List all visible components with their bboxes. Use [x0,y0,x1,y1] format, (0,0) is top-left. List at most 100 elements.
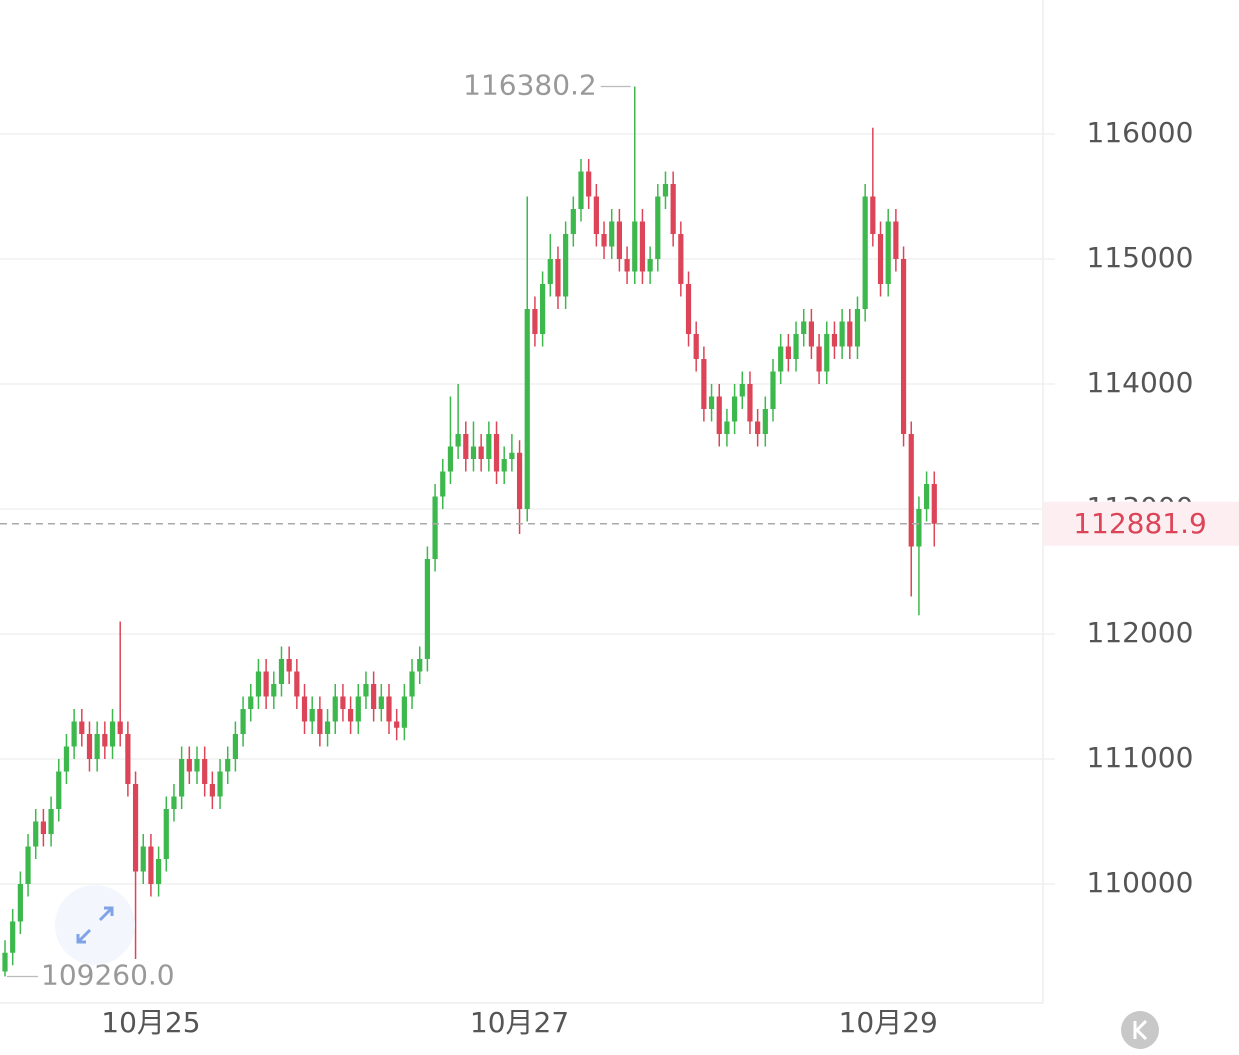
candle-body [831,334,838,347]
candle-body [194,759,200,772]
candle-body [348,709,354,722]
candle-body [286,659,292,672]
candle-body [440,471,446,497]
candle-body [493,434,500,472]
candle-body [593,196,599,234]
candle-body [601,234,607,247]
candle-body [225,759,231,772]
x-tick-label: 10月29 [839,1006,938,1039]
candle-body [801,321,807,334]
candle-body [824,334,830,372]
candle-body [862,196,868,309]
candle-body [324,721,331,734]
candle-body [778,346,784,372]
high-annotation: 116380.2 [463,68,597,101]
candle-body [317,709,323,734]
candle-body [240,709,246,734]
candle-body [71,721,77,747]
candle-body [808,321,814,347]
candle-body [747,384,753,422]
candle-body [470,446,477,459]
candle-body [271,684,277,697]
candle-body [309,709,315,722]
candle-body [924,484,930,509]
last-price-tag [1043,501,1239,546]
candle-body [885,221,891,284]
candle-body [701,359,707,409]
candle-body [2,952,8,972]
expand-icon[interactable] [55,885,135,965]
candle-body [125,734,131,784]
candle-body [371,684,377,709]
candle-body [685,284,692,334]
candle-body [732,396,738,422]
candle-body [532,309,538,334]
candle-body [232,734,238,759]
x-tick-label: 10月25 [101,1006,200,1039]
candle-body [793,334,799,359]
y-tick-label: 112000 [1087,616,1194,649]
candle-body [916,509,922,547]
candle-body [355,696,361,722]
candle-body [56,771,62,809]
y-tick-label: 116000 [1087,116,1194,149]
candle-body [847,321,853,347]
candle-body [516,452,523,509]
candle-body [332,696,338,722]
candle-body [432,496,438,559]
candle-body [678,234,684,284]
x-tick-label: 10月27 [470,1006,569,1039]
candle-body [893,221,899,259]
candle-body [424,559,430,659]
candle-body [931,484,937,524]
candle-body [417,659,423,672]
candle-body [877,234,884,284]
candle-body [693,334,699,359]
candle-body [148,846,154,884]
candle-body [578,171,584,209]
k-button[interactable] [1121,1011,1159,1049]
candle-body [540,284,546,334]
candle-body [186,759,192,772]
candle-body [117,721,123,734]
candle-body [79,721,85,734]
candle-body [394,721,400,728]
last-price-label: 112881.9 [1073,507,1207,540]
candle-body [509,452,515,459]
candle-body [263,671,269,697]
candle-body [854,309,861,347]
candle-body [401,696,407,728]
candle-body [25,846,31,884]
y-tick-label: 115000 [1087,241,1194,274]
candle-body [624,259,630,272]
candle-body [209,784,215,797]
candle-body [839,321,845,347]
candle-body [86,734,93,759]
candle-body [171,796,177,809]
candle-body [670,184,676,234]
candle-body [716,396,722,434]
candle-body [547,259,553,284]
candle-body [708,396,715,409]
candle-body [33,821,39,847]
candle-body [156,859,162,884]
candle-body [900,259,907,434]
y-tick-label: 111000 [1087,741,1194,774]
candle-body [163,809,169,859]
candle-body [202,759,208,784]
candle-body [639,221,646,272]
candle-body [363,684,369,697]
candle-body [301,696,308,722]
candle-body [386,696,392,722]
candle-body [486,434,492,459]
candle-body [816,346,822,372]
candle-body [616,221,622,259]
low-annotation: 109260.0 [41,959,175,992]
candle-body [455,434,461,447]
candle-body [132,784,139,872]
candle-body [632,221,638,272]
candle-body [48,809,54,834]
candle-body [294,671,300,697]
candle-body [655,196,661,259]
candle-body [109,721,116,747]
